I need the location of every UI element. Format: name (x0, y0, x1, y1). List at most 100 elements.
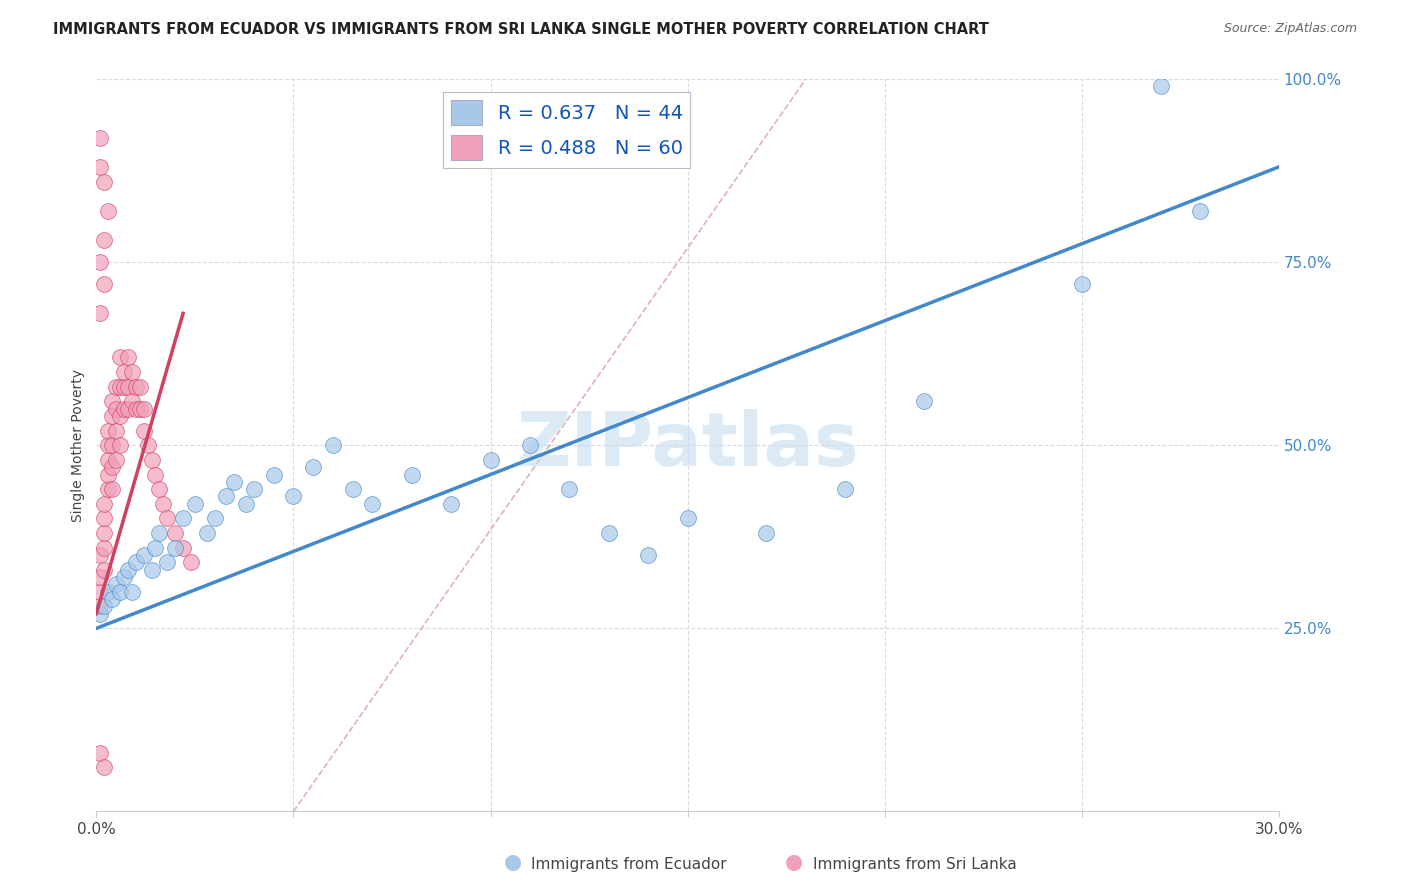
Point (89, 584, 111, 599)
Point (112, 365, 135, 379)
Point (101, 409, 124, 423)
Point (89, 548, 111, 562)
Text: Source: ZipAtlas.com: Source: ZipAtlas.com (1223, 22, 1357, 36)
Point (152, 497, 174, 511)
Point (121, 584, 143, 599)
Point (440, 497, 463, 511)
Point (105, 401, 128, 416)
Point (128, 379, 150, 393)
Point (117, 563, 139, 577)
Point (1070, 277, 1092, 291)
Point (117, 351, 139, 365)
Point (108, 409, 131, 423)
Point (283, 490, 305, 504)
Text: Immigrants from Sri Lanka: Immigrants from Sri Lanka (813, 857, 1017, 872)
Point (89, 570, 111, 584)
Point (148, 482, 170, 496)
Point (101, 394, 124, 409)
Point (97, 453, 120, 467)
Text: IMMIGRANTS FROM ECUADOR VS IMMIGRANTS FROM SRI LANKA SINGLE MOTHER POVERTY CORRE: IMMIGRANTS FROM ECUADOR VS IMMIGRANTS FR… (53, 22, 990, 37)
Point (172, 511, 194, 525)
Point (97, 584, 120, 599)
Point (598, 526, 620, 541)
Point (637, 548, 659, 562)
Point (89, 599, 111, 614)
Point (145, 541, 167, 555)
Point (93, 541, 115, 555)
Point (676, 511, 699, 525)
Point (93, 760, 115, 774)
Text: ●: ● (786, 853, 803, 872)
Point (108, 351, 131, 365)
Y-axis label: Single Mother Poverty: Single Mother Poverty (72, 368, 86, 522)
Point (755, 526, 778, 541)
Point (97, 467, 120, 482)
Point (558, 482, 581, 496)
Text: Immigrants from Ecuador: Immigrants from Ecuador (531, 857, 727, 872)
Point (125, 555, 148, 569)
Point (93, 511, 115, 525)
Point (479, 453, 502, 467)
Point (89, 306, 111, 320)
Point (195, 526, 218, 541)
Point (105, 379, 128, 393)
Point (89, 607, 111, 621)
Point (108, 379, 131, 393)
Point (93, 175, 115, 189)
Point (172, 541, 194, 555)
Point (97, 203, 120, 218)
Point (148, 526, 170, 541)
Point (112, 379, 135, 393)
Point (108, 438, 131, 452)
Point (132, 424, 155, 438)
Point (112, 401, 135, 416)
Point (105, 424, 128, 438)
Point (322, 438, 344, 452)
Point (101, 592, 124, 607)
Point (93, 497, 115, 511)
Point (97, 438, 120, 452)
Point (125, 401, 148, 416)
Point (117, 401, 139, 416)
Point (342, 482, 364, 496)
Point (1189, 203, 1212, 218)
Point (105, 577, 128, 591)
Point (243, 482, 266, 496)
Point (117, 379, 139, 393)
Point (235, 497, 257, 511)
Point (1150, 79, 1173, 94)
Point (156, 511, 179, 525)
Point (93, 599, 115, 614)
Point (184, 497, 207, 511)
Point (93, 563, 115, 577)
Legend: R = 0.637   N = 44, R = 0.488   N = 60: R = 0.637 N = 44, R = 0.488 N = 60 (443, 93, 690, 168)
Point (132, 548, 155, 562)
Point (204, 511, 226, 525)
Point (156, 555, 179, 569)
Point (93, 277, 115, 291)
Point (97, 424, 120, 438)
Point (302, 460, 325, 475)
Text: ●: ● (505, 853, 522, 872)
Point (121, 365, 143, 379)
Point (93, 526, 115, 541)
Point (132, 401, 155, 416)
Point (180, 555, 202, 569)
Point (89, 255, 111, 269)
Point (101, 482, 124, 496)
Point (101, 438, 124, 452)
Point (141, 563, 163, 577)
Point (89, 746, 111, 760)
Point (834, 482, 856, 496)
Point (519, 438, 541, 452)
Text: ZIPatlas: ZIPatlas (516, 409, 859, 482)
Point (263, 467, 285, 482)
Point (112, 570, 135, 584)
Point (165, 526, 187, 541)
Point (145, 467, 167, 482)
Point (125, 379, 148, 393)
Point (101, 460, 124, 475)
Point (121, 394, 143, 409)
Point (128, 401, 150, 416)
Point (224, 475, 246, 489)
